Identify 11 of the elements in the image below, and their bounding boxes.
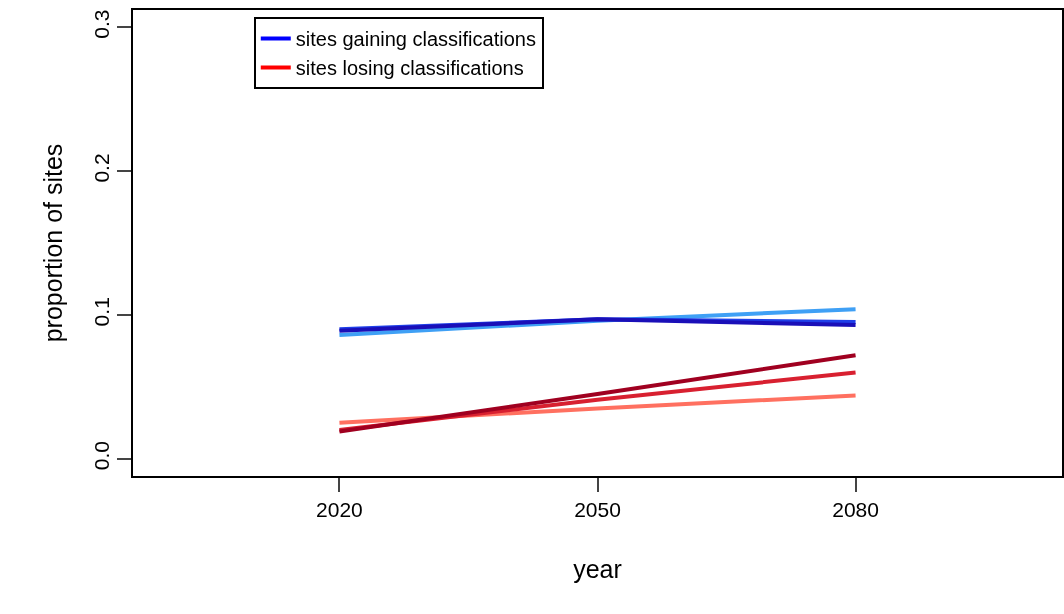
x-tick-label: 2020 <box>316 498 363 522</box>
legend-label: sites losing classifications <box>295 57 524 80</box>
x-axis-title: year <box>573 554 622 583</box>
legend-label: sites gaining classifications <box>295 28 536 51</box>
y-axis-title: proportion of sites <box>38 143 67 343</box>
y-tick-label: 0.2 <box>89 153 113 183</box>
x-tick-label: 2080 <box>832 498 879 522</box>
x-tick-label: 2050 <box>574 498 621 522</box>
y-tick-label: 0.1 <box>89 297 113 327</box>
y-tick-label: 0.0 <box>89 440 113 471</box>
y-tick-label: 0.3 <box>89 9 113 39</box>
